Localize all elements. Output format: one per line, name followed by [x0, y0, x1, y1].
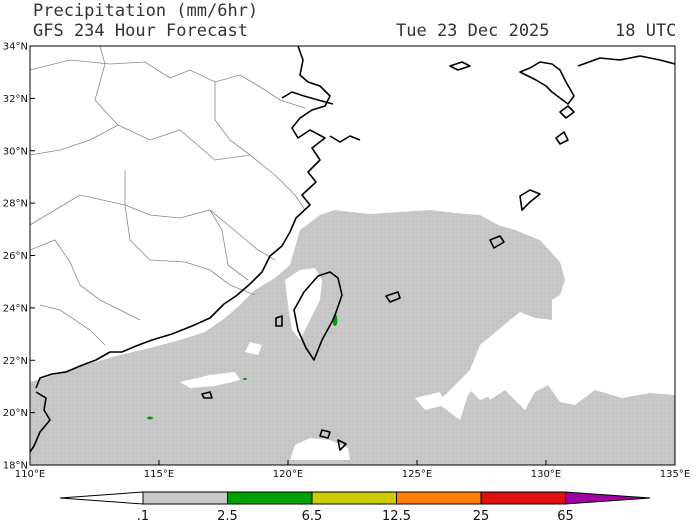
- coastlines: [30, 46, 675, 453]
- colorbar-label: 25: [473, 509, 490, 524]
- chart-title-parameter: Precipitation (mm/6hr): [33, 1, 259, 21]
- latitude-axis: 18°N 20°N 22°N 24°N 26°N 28°N 30°N 32°N 34°N: [3, 42, 35, 472]
- colorbar-segment: [227, 491, 313, 505]
- colorbar-label: .1: [137, 509, 149, 524]
- lat-tick-label: 22°N: [3, 356, 28, 367]
- lon-tick-label: 115°E: [144, 469, 174, 480]
- colorbar-segment: [142, 491, 228, 505]
- lat-tick-label: 34°N: [3, 42, 28, 53]
- colorbar-segment: [565, 491, 651, 505]
- colorbar-label: 6.5: [302, 509, 323, 524]
- lon-tick-label: 110°E: [15, 469, 45, 480]
- lat-tick-label: 30°N: [3, 146, 28, 157]
- lat-tick-label: 32°N: [3, 94, 28, 105]
- longitude-axis: 110°E 115°E 120°E 125°E 130°E 135°E: [15, 460, 690, 480]
- lat-tick-label: 18°N: [3, 461, 28, 472]
- valid-date: Tue 23 Dec 2025: [396, 21, 550, 41]
- colorbar-segment: [396, 491, 482, 505]
- colorbar: .1 2.5 6.5 12.5 25 65: [59, 491, 651, 524]
- lon-tick-label: 130°E: [531, 469, 561, 480]
- colorbar-segment: [311, 491, 397, 505]
- lon-tick-label: 135°E: [660, 469, 690, 480]
- colorbar-segment: [480, 491, 566, 505]
- lat-tick-label: 24°N: [3, 303, 28, 314]
- colorbar-segment: [59, 491, 144, 505]
- lat-tick-label: 26°N: [3, 251, 28, 262]
- colorbar-label: 12.5: [382, 509, 411, 524]
- lat-tick-label: 28°N: [3, 199, 28, 210]
- chart-title-model: GFS 234 Hour Forecast: [33, 21, 248, 41]
- province-borders: [30, 46, 306, 346]
- colorbar-label: 2.5: [217, 509, 238, 524]
- lon-tick-label: 125°E: [402, 469, 432, 480]
- colorbar-label: 65: [557, 509, 574, 524]
- valid-time: 18 UTC: [615, 21, 677, 41]
- lat-tick-label: 20°N: [3, 408, 28, 419]
- lon-tick-label: 120°E: [273, 469, 303, 480]
